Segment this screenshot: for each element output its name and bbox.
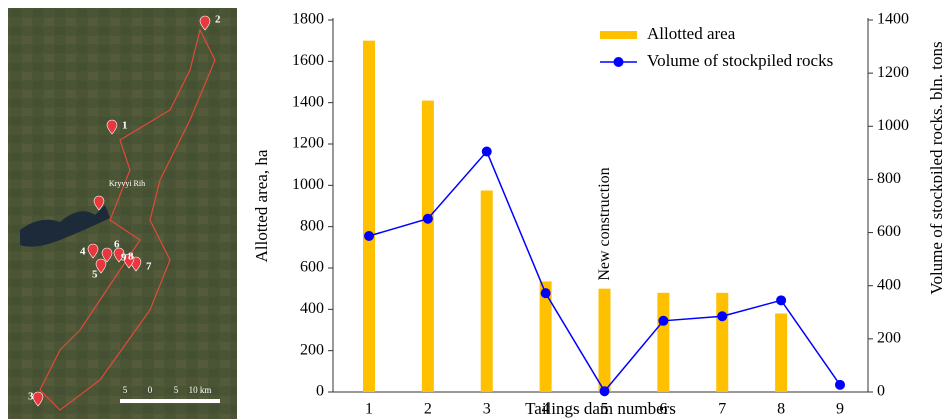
- line-point: [423, 214, 433, 224]
- site-label: 3: [28, 391, 34, 403]
- y-axis-title: Allotted area, ha: [252, 149, 271, 262]
- line-point: [482, 147, 492, 157]
- line-point: [658, 316, 668, 326]
- scale-label: 5: [123, 385, 128, 395]
- y2-tick-label: 200: [877, 330, 901, 347]
- y2-tick-label: 600: [877, 223, 901, 240]
- legend-label: Volume of stockpiled rocks: [647, 51, 833, 70]
- y-tick-label: 200: [300, 341, 324, 358]
- x-tick-label: 2: [424, 401, 432, 418]
- y2-tick-label: 1000: [877, 117, 909, 134]
- x-tick-label: 7: [718, 401, 726, 418]
- y-tick-label: 1200: [292, 135, 324, 152]
- annotation: New construction: [596, 167, 613, 280]
- chart: 0200400600800100012001400160018000200400…: [237, 0, 942, 419]
- x-tick-label: 9: [836, 401, 844, 418]
- line-point: [717, 311, 727, 321]
- y-tick-label: 400: [300, 300, 324, 317]
- x-tick-label: 8: [777, 401, 785, 418]
- bar: [599, 289, 611, 392]
- site-label: 7: [146, 261, 152, 273]
- y-tick-label: 1400: [292, 93, 324, 110]
- bar: [716, 293, 728, 392]
- legend-label: Allotted area: [647, 24, 736, 43]
- y-tick-label: 800: [300, 217, 324, 234]
- site-label: 6: [114, 239, 120, 251]
- y-tick-label: 0: [316, 383, 324, 400]
- y2-tick-label: 400: [877, 276, 901, 293]
- site-label: 5: [92, 269, 98, 281]
- line-point: [541, 288, 551, 298]
- bar: [775, 313, 787, 392]
- y-tick-label: 1600: [292, 52, 324, 69]
- line-point: [600, 386, 610, 396]
- x-tick-label: 3: [483, 401, 491, 418]
- site-label: 2: [215, 14, 221, 26]
- scale-label: 0: [148, 385, 153, 395]
- y2-tick-label: 1200: [877, 64, 909, 81]
- legend-swatch: [614, 57, 624, 67]
- site-label: 8: [128, 251, 134, 263]
- scale-bar: [120, 399, 220, 403]
- y2-tick-label: 1400: [877, 11, 909, 28]
- line-point: [776, 295, 786, 305]
- scale-label: 10 km: [189, 385, 212, 395]
- bar: [363, 41, 375, 392]
- y2-tick-label: 800: [877, 170, 901, 187]
- bar: [657, 293, 669, 392]
- scale-label: 5: [174, 385, 179, 395]
- y-tick-label: 1000: [292, 176, 324, 193]
- site-label: 9: [121, 252, 127, 264]
- site-label: 4: [80, 246, 86, 258]
- legend-swatch: [600, 31, 637, 39]
- y-tick-label: 1800: [292, 11, 324, 28]
- line-point: [835, 380, 845, 390]
- map-texture: [8, 8, 237, 419]
- bar: [481, 191, 493, 393]
- bar: [422, 101, 434, 392]
- x-tick-label: 1: [365, 401, 373, 418]
- x-axis-title: Tailings dam numbers: [525, 399, 676, 418]
- city-label: Kryvyi Rih: [109, 179, 145, 188]
- y2-axis-title: Volume of stockpiled rocks, bln. tons: [927, 41, 942, 294]
- site-label: 1: [122, 120, 128, 132]
- page: 123456789Kryvyi Rih50510 km 020040060080…: [0, 0, 942, 419]
- y-tick-label: 600: [300, 259, 324, 276]
- line-point: [364, 231, 374, 241]
- y2-tick-label: 0: [877, 383, 885, 400]
